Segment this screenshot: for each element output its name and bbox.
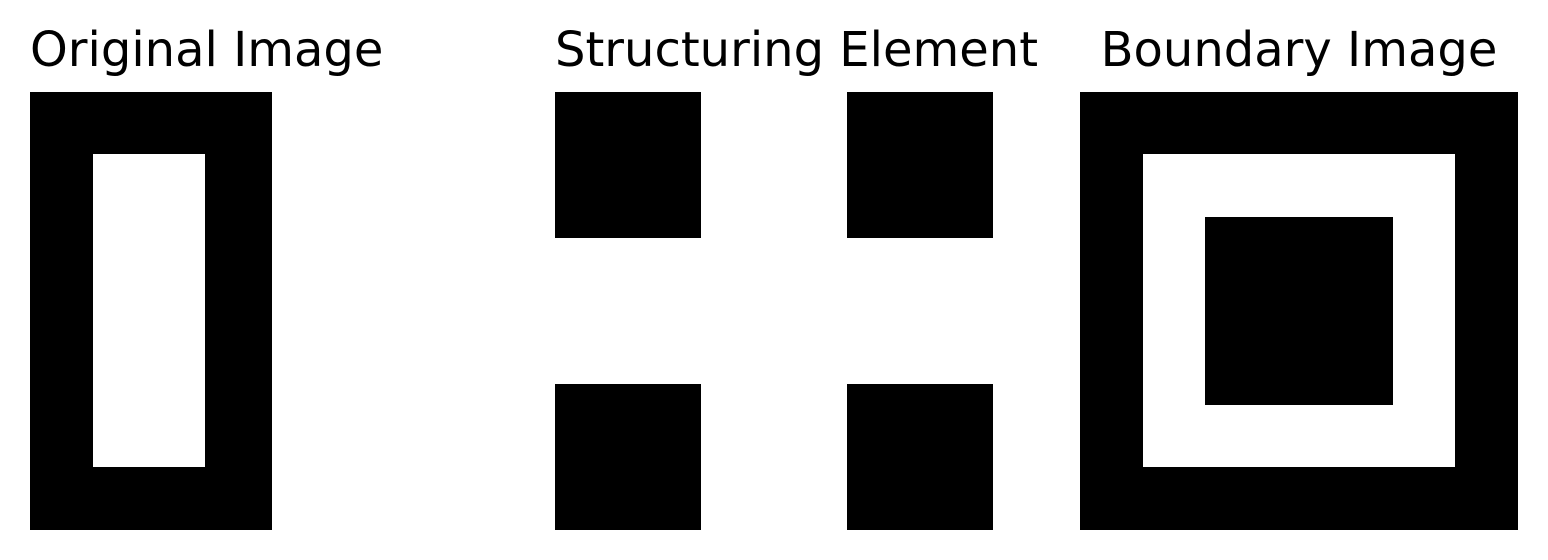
original-image-title: Original Image [30, 22, 384, 78]
original-image-panel [30, 92, 272, 530]
structuring-block-top-right [847, 92, 993, 238]
structuring-element-title: Structuring Element [555, 22, 1039, 78]
boundary-image-title: Boundary Image [1100, 22, 1498, 78]
boundary-image-panel [1080, 92, 1518, 530]
original-inner-hole [93, 154, 205, 467]
boundary-center-square [1205, 217, 1393, 405]
structuring-element-panel [555, 92, 993, 530]
structuring-block-bottom-right [847, 384, 993, 530]
structuring-block-bottom-left [555, 384, 701, 530]
structuring-block-top-left [555, 92, 701, 238]
